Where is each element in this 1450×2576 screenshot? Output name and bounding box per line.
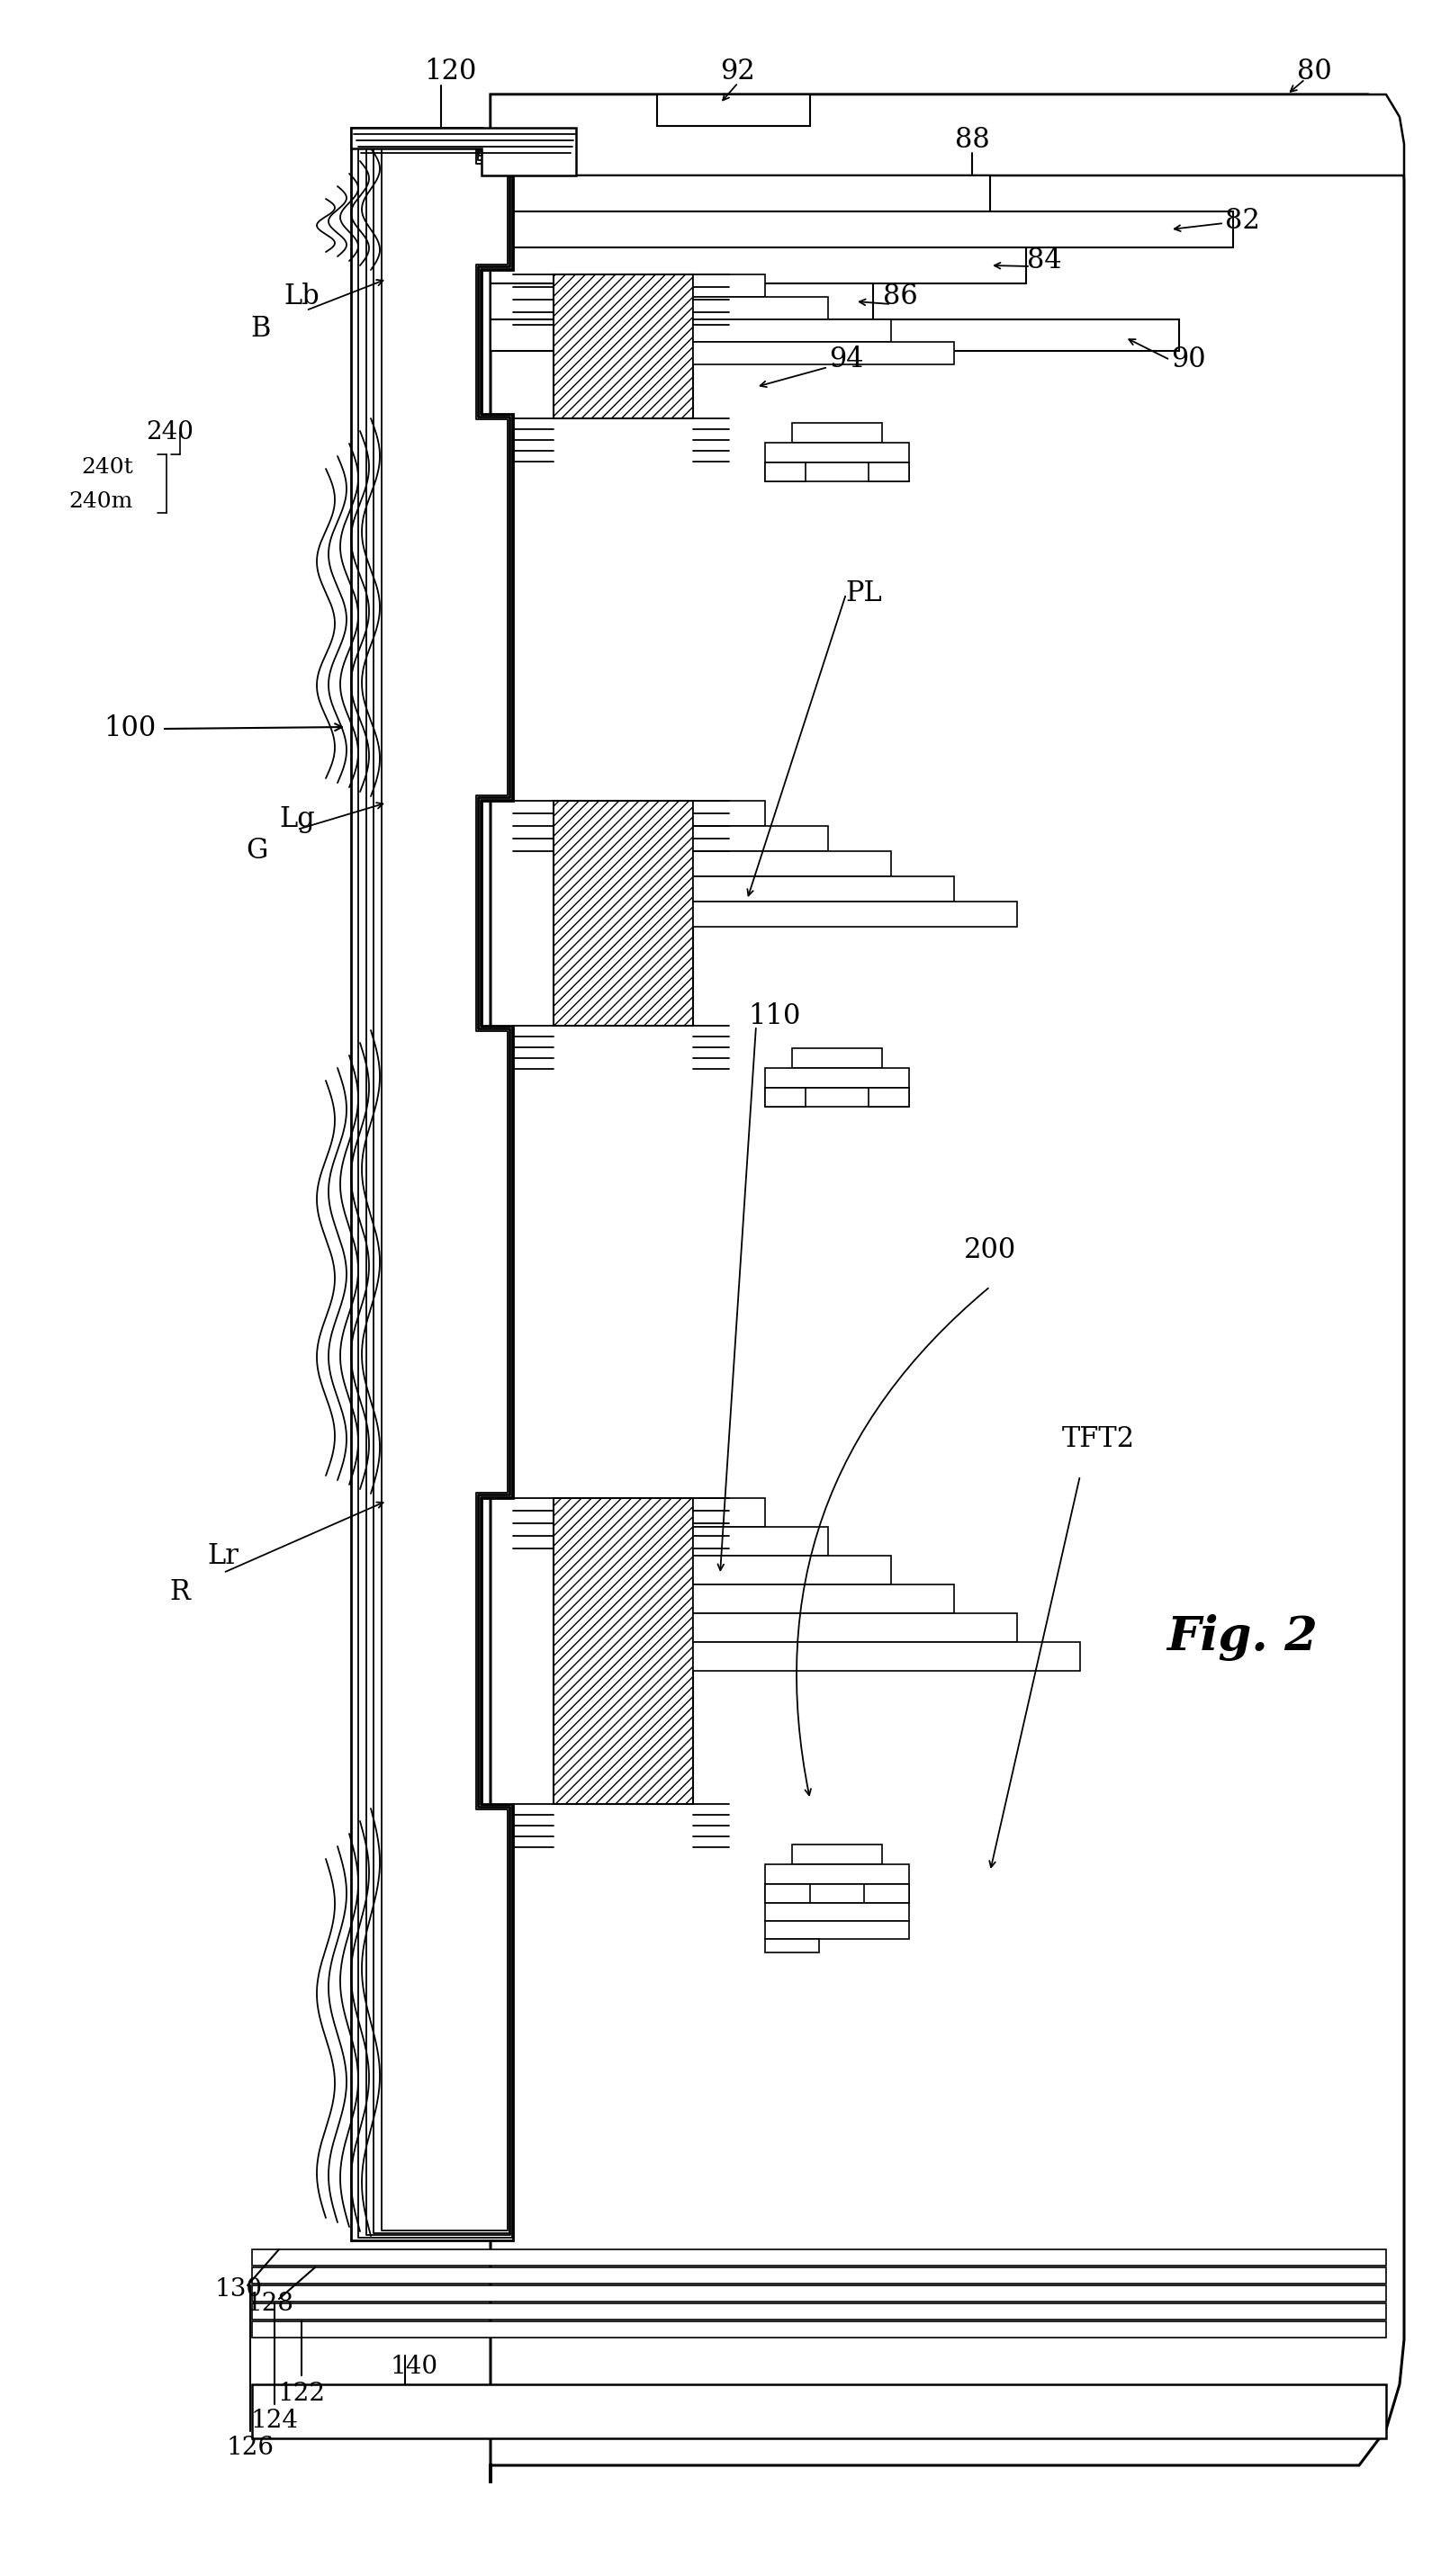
Text: 240: 240 (146, 420, 193, 443)
Text: Lg: Lg (280, 804, 315, 832)
Polygon shape (766, 1087, 806, 1108)
Polygon shape (252, 2285, 1386, 2300)
Polygon shape (693, 801, 766, 827)
Text: 90: 90 (1170, 345, 1205, 374)
Polygon shape (252, 2249, 1386, 2264)
Polygon shape (693, 319, 892, 343)
Text: 122: 122 (277, 2380, 325, 2406)
Polygon shape (693, 343, 954, 363)
Polygon shape (792, 1048, 882, 1069)
Text: 130: 130 (215, 2277, 262, 2303)
Text: 86: 86 (883, 283, 918, 312)
Polygon shape (792, 1844, 882, 1865)
Bar (554, 1499, 693, 1803)
Polygon shape (766, 1883, 811, 1904)
Polygon shape (766, 1883, 909, 1904)
Polygon shape (693, 1584, 954, 1613)
Text: Lr: Lr (207, 1543, 239, 1571)
Polygon shape (693, 1499, 766, 1528)
Text: 88: 88 (954, 126, 989, 155)
Text: 94: 94 (829, 345, 863, 374)
Polygon shape (766, 443, 909, 464)
Text: Lb: Lb (284, 283, 319, 312)
Polygon shape (490, 283, 873, 319)
Polygon shape (693, 902, 1016, 927)
Text: 80: 80 (1296, 59, 1331, 85)
Polygon shape (657, 95, 811, 126)
Polygon shape (693, 1613, 1016, 1641)
Polygon shape (693, 1556, 892, 1584)
Polygon shape (693, 827, 828, 850)
Polygon shape (766, 1069, 909, 1087)
Polygon shape (869, 464, 909, 482)
Polygon shape (766, 1865, 909, 1883)
Text: Fig. 2: Fig. 2 (1167, 1615, 1318, 1662)
Polygon shape (766, 464, 909, 482)
Text: 140: 140 (390, 2354, 438, 2378)
Text: PL: PL (845, 580, 883, 608)
Text: R: R (170, 1579, 190, 1607)
Text: 240t: 240t (81, 459, 133, 479)
Polygon shape (490, 211, 1232, 247)
Polygon shape (490, 95, 1404, 175)
Bar (554, 801, 693, 1025)
Polygon shape (490, 319, 1179, 350)
Polygon shape (766, 464, 806, 482)
Text: G: G (245, 837, 267, 863)
Polygon shape (693, 296, 828, 319)
Polygon shape (490, 175, 990, 211)
Polygon shape (766, 1922, 909, 1940)
Text: 110: 110 (748, 1002, 800, 1030)
Text: 126: 126 (226, 2434, 274, 2460)
Text: B: B (251, 314, 271, 343)
Text: 82: 82 (1225, 206, 1260, 234)
Polygon shape (693, 876, 954, 902)
Polygon shape (351, 129, 513, 2241)
Polygon shape (693, 1641, 1080, 1672)
Polygon shape (693, 1528, 828, 1556)
Text: 100: 100 (103, 716, 157, 742)
Polygon shape (252, 2303, 1386, 2318)
Polygon shape (490, 95, 1404, 2483)
Polygon shape (864, 1883, 909, 1904)
Polygon shape (693, 276, 766, 296)
Polygon shape (766, 1940, 819, 1953)
Polygon shape (351, 129, 576, 175)
Text: 120: 120 (423, 59, 476, 85)
Polygon shape (252, 2267, 1386, 2282)
Polygon shape (792, 422, 882, 443)
Text: 92: 92 (721, 59, 755, 85)
Polygon shape (869, 1087, 909, 1108)
Bar (554, 276, 693, 417)
Text: 200: 200 (964, 1236, 1016, 1265)
Polygon shape (252, 2385, 1386, 2439)
Text: 128: 128 (247, 2290, 294, 2316)
Text: 84: 84 (1027, 247, 1061, 276)
Text: 240m: 240m (70, 492, 133, 513)
Polygon shape (252, 2321, 1386, 2336)
Polygon shape (766, 1087, 909, 1108)
Polygon shape (693, 850, 892, 876)
Text: TFT2: TFT2 (1061, 1425, 1134, 1453)
Text: 124: 124 (251, 2409, 299, 2432)
Polygon shape (490, 247, 1027, 283)
Polygon shape (766, 1904, 909, 1922)
